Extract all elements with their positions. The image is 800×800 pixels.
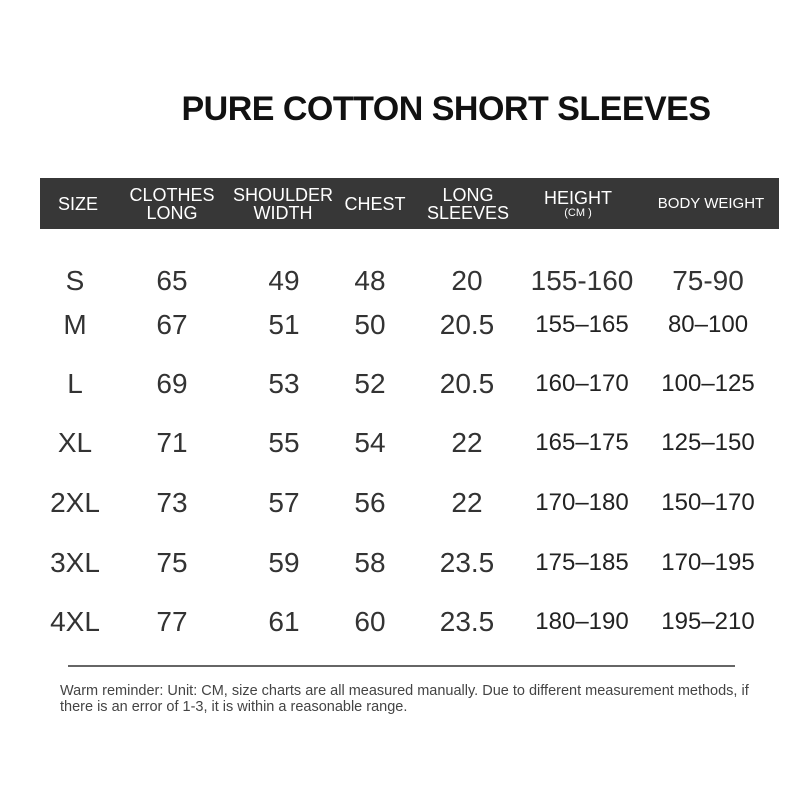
table-row: 2XL 73 57 56 22 170–180 150–170 [0, 483, 800, 523]
cell-body-weight: 125–150 [661, 429, 755, 456]
cell-long-sleeves: 20.5 [439, 309, 495, 340]
cell-shoulder-width: 51 [268, 309, 300, 340]
cell-shoulder-width: 53 [268, 368, 300, 399]
cell-clothes-long: 69 [156, 368, 188, 399]
table-row: S 65 49 48 20 155-160 75-90 [0, 261, 800, 301]
cell-height: 170–180 [535, 489, 629, 516]
cell-height: 165–175 [535, 429, 629, 456]
cell-chest: 56 [354, 487, 386, 518]
cell-shoulder-width: 55 [268, 427, 300, 458]
table-row: M 67 51 50 20.5 155–165 80–100 [0, 305, 800, 345]
cell-chest: 60 [354, 606, 386, 637]
cell-size: M [63, 309, 87, 340]
cell-size: L [67, 368, 83, 399]
cell-height: 155-160 [530, 265, 634, 296]
header-line: HEIGHT [543, 187, 613, 208]
cell-size: S [65, 265, 85, 296]
cell-long-sleeves: 22 [451, 427, 483, 458]
cell-body-weight: 170–195 [661, 549, 755, 576]
cell-size: 3XL [50, 547, 100, 578]
cell-shoulder-width: 59 [268, 547, 300, 578]
header-body-weight: BODY WEIGHT [658, 178, 764, 229]
header-line: WIDTH [253, 202, 313, 223]
cell-shoulder-width: 49 [268, 265, 300, 296]
header-unit: (CM ) [564, 206, 592, 219]
cell-body-weight: 75-90 [672, 265, 744, 296]
header-chest: CHEST [344, 178, 405, 229]
header-line: SLEEVES [426, 202, 510, 223]
cell-chest: 58 [354, 547, 386, 578]
header-size-label: SIZE [57, 193, 99, 214]
cell-shoulder-width: 61 [268, 606, 300, 637]
header-long-sleeves: LONG SLEEVES [427, 178, 509, 229]
cell-body-weight: 100–125 [661, 370, 755, 397]
divider [68, 665, 735, 667]
cell-height: 155–165 [535, 311, 629, 338]
cell-body-weight: 150–170 [661, 489, 755, 516]
warm-reminder-note: Warm reminder: Unit: CM, size charts are… [60, 683, 749, 715]
header-line: CLOTHES [129, 184, 215, 205]
cell-shoulder-width: 57 [268, 487, 300, 518]
cell-long-sleeves: 22 [451, 487, 483, 518]
header-line: SHOULDER [232, 184, 334, 205]
cell-size: XL [57, 427, 93, 458]
table-header: SIZE CLOTHES LONG SHOULDER WIDTH CHEST LON… [40, 178, 779, 229]
cell-height: 175–185 [535, 549, 629, 576]
cell-clothes-long: 67 [156, 309, 188, 340]
cell-clothes-long: 71 [156, 427, 188, 458]
cell-long-sleeves: 23.5 [439, 547, 495, 578]
header-shoulder-width: SHOULDER WIDTH [233, 178, 333, 229]
table-row: 3XL 75 59 58 23.5 175–185 170–195 [0, 543, 800, 583]
cell-body-weight: 80–100 [667, 311, 749, 338]
header-size: SIZE [58, 178, 98, 229]
table-row: L 69 53 52 20.5 160–170 100–125 [0, 364, 800, 404]
cell-clothes-long: 65 [156, 265, 188, 296]
cell-long-sleeves: 23.5 [439, 606, 495, 637]
header-line: LONG [146, 202, 198, 223]
cell-clothes-long: 77 [156, 606, 188, 637]
header-height: HEIGHT (CM ) [544, 178, 612, 229]
cell-long-sleeves: 20.5 [439, 368, 495, 399]
cell-clothes-long: 73 [156, 487, 188, 518]
cell-height: 160–170 [535, 370, 629, 397]
cell-body-weight: 195–210 [661, 608, 755, 635]
table-row: XL 71 55 54 22 165–175 125–150 [0, 423, 800, 463]
cell-chest: 52 [354, 368, 386, 399]
table-row: 4XL 77 61 60 23.5 180–190 195–210 [0, 602, 800, 642]
cell-size: 4XL [50, 606, 100, 637]
cell-chest: 48 [354, 265, 386, 296]
header-clothes-long: CLOTHES LONG [129, 178, 214, 229]
header-line: LONG [442, 184, 494, 205]
cell-size: 2XL [50, 487, 100, 518]
page-title: PURE COTTON SHORT SLEEVES [181, 90, 711, 128]
cell-long-sleeves: 20 [451, 265, 483, 296]
cell-height: 180–190 [535, 608, 629, 635]
cell-chest: 54 [354, 427, 386, 458]
header-line: CHEST [344, 193, 406, 214]
cell-chest: 50 [354, 309, 386, 340]
header-line: BODY WEIGHT [657, 194, 765, 212]
cell-clothes-long: 75 [156, 547, 188, 578]
